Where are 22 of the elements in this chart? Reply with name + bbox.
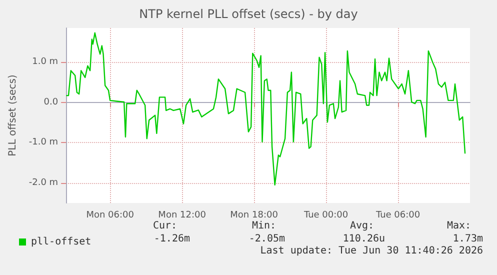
x-tick-label: Tue 00:00	[302, 210, 348, 220]
text: Cur:	[153, 220, 178, 232]
chart-title: NTP kernel PLL offset (secs) - by day	[139, 7, 358, 21]
text: 110.26u	[342, 234, 386, 244]
line-series	[66, 32, 466, 186]
x-tick-label: Mon 18:00	[230, 210, 278, 220]
text: -1.26m	[154, 234, 190, 244]
text: Min:	[252, 220, 276, 232]
y-tick-label: 1.0 m	[32, 57, 58, 68]
y-axis-title: PLL offset (secs)	[8, 74, 18, 156]
text: -2.05m	[248, 234, 285, 244]
x-tick-label: Mon 12:00	[158, 210, 206, 220]
text: 1.73m	[452, 234, 484, 244]
y-tick-label: -2.0 m	[28, 178, 58, 188]
y-tick-label: 0.0	[44, 97, 58, 108]
text: Max:	[447, 220, 472, 232]
legend-label: pll-offset	[31, 236, 92, 248]
text: Avg:	[350, 220, 374, 232]
text: Last update: Tue Jun 30 11:40:26 2026	[260, 246, 484, 256]
y-tick-label: -1.0 m	[28, 138, 58, 148]
x-tick-label: Tue 06:00	[374, 210, 420, 220]
x-tick-label: Mon 06:00	[86, 210, 134, 220]
